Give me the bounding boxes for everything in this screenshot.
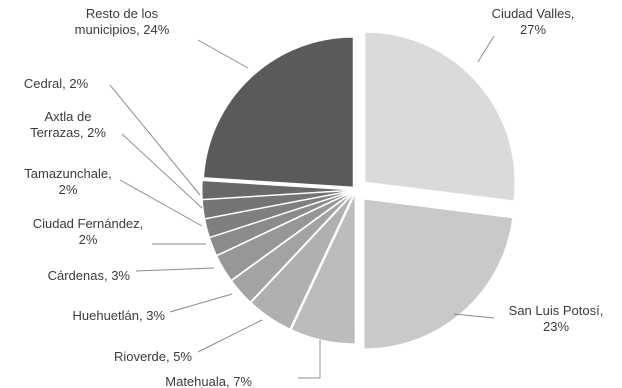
leader-line bbox=[169, 293, 233, 313]
slice-label-line: San Luis Potosí, bbox=[509, 303, 604, 318]
pie-slice-resto-de-los-municipios bbox=[203, 36, 354, 188]
slice-label-line: Tamazunchale, bbox=[24, 166, 111, 181]
leader-line bbox=[109, 84, 201, 196]
slice-label-line: Huehuetlán, 3% bbox=[72, 308, 165, 323]
slice-label: Ciudad Valles, 27% bbox=[492, 6, 575, 37]
leader-line bbox=[298, 340, 321, 379]
leader-line bbox=[477, 35, 495, 63]
slice-label-line: Ciudad Valles, bbox=[492, 6, 575, 21]
slice-label: San Luis Potosí, 23% bbox=[509, 303, 604, 334]
pie-slice-san-luis-potos bbox=[363, 198, 514, 350]
slice-label-line: 27% bbox=[520, 22, 546, 37]
slice-label-line: Cárdenas, 3% bbox=[48, 268, 131, 283]
leader-lines bbox=[109, 35, 495, 379]
pie-slice-tamazunchale bbox=[204, 190, 353, 238]
pie-slice-matehuala bbox=[290, 193, 356, 345]
pie-slice-ciudad-valles bbox=[364, 31, 516, 202]
slice-label: Axtla de Terrazas, 2% bbox=[30, 109, 106, 140]
leader-line bbox=[197, 39, 249, 69]
leader-line bbox=[135, 267, 215, 272]
slice-label-line: Resto de los bbox=[86, 6, 159, 21]
pie-slices bbox=[201, 31, 516, 350]
slice-label: Resto de los municipios, 24% bbox=[75, 6, 170, 37]
pie-slice-axtla-de-terrazas bbox=[201, 190, 353, 220]
pie-slice-ciudad-fern-ndez bbox=[208, 190, 353, 257]
slice-label-line: Axtla de bbox=[45, 109, 92, 124]
slice-label-line: Rioverde, 5% bbox=[114, 349, 192, 364]
pie-slice-cedral bbox=[201, 180, 353, 200]
slice-label-line: Matehuala, 7% bbox=[165, 374, 252, 388]
slice-label-line: 2% bbox=[79, 232, 98, 247]
slice-label: Tamazunchale, 2% bbox=[24, 166, 111, 197]
slice-label: Cárdenas, 3% bbox=[48, 268, 131, 283]
slice-label: Rioverde, 5% bbox=[114, 349, 192, 364]
slice-labels: Ciudad Valles, 27% San Luis Potosí, 23% Mate… bbox=[24, 6, 603, 388]
pie-slice-c-rdenas bbox=[216, 191, 353, 281]
pie-slice-huehuetl-n bbox=[230, 192, 354, 303]
pie-slice-rioverde bbox=[250, 192, 355, 330]
slice-label-line: Terrazas, 2% bbox=[30, 125, 106, 140]
slice-label: Huehuetlán, 3% bbox=[72, 308, 165, 323]
slice-label-line: Ciudad Fernández, bbox=[33, 216, 144, 231]
slice-label-line: municipios, 24% bbox=[75, 22, 170, 37]
slice-label-line: Cedral, 2% bbox=[24, 76, 89, 91]
leader-line bbox=[121, 133, 203, 209]
slice-label-line: 2% bbox=[59, 182, 78, 197]
leader-line bbox=[119, 179, 203, 227]
slice-label: Ciudad Fernández, 2% bbox=[33, 216, 144, 247]
leader-line bbox=[197, 319, 263, 353]
slice-label-line: 23% bbox=[543, 319, 569, 334]
slice-label: Matehuala, 7% bbox=[165, 374, 252, 388]
slice-label: Cedral, 2% bbox=[24, 76, 89, 91]
leader-line bbox=[453, 313, 495, 319]
